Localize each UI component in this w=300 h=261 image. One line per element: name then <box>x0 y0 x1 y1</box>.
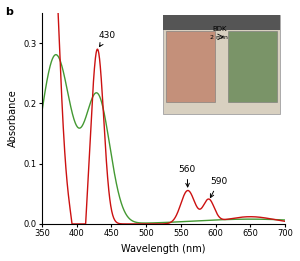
Bar <box>164 15 280 30</box>
Bar <box>164 15 280 114</box>
Text: BDK: BDK <box>212 26 227 32</box>
Text: 560: 560 <box>178 165 196 187</box>
Text: 430: 430 <box>98 31 115 46</box>
X-axis label: Wavelength (nm): Wavelength (nm) <box>121 244 206 254</box>
Bar <box>166 31 215 102</box>
Text: 2 min: 2 min <box>211 35 228 40</box>
Y-axis label: Absorbance: Absorbance <box>8 90 17 147</box>
Bar <box>228 31 277 102</box>
Text: b: b <box>5 7 13 17</box>
Text: 590: 590 <box>210 177 227 198</box>
